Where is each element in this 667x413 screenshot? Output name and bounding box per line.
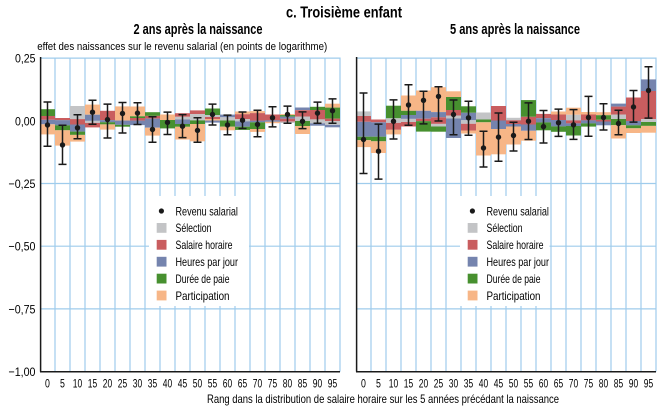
svg-text:35: 35 xyxy=(148,376,158,390)
svg-text:Durée de paie: Durée de paie xyxy=(176,273,230,286)
svg-text:80: 80 xyxy=(283,376,293,390)
svg-text:90: 90 xyxy=(313,376,323,390)
svg-text:50: 50 xyxy=(509,376,519,390)
svg-text:25: 25 xyxy=(118,376,128,390)
svg-text:−0,75: −0,75 xyxy=(9,302,36,316)
svg-text:0,00: 0,00 xyxy=(15,114,36,128)
svg-text:35: 35 xyxy=(464,376,474,390)
svg-text:−0,50: −0,50 xyxy=(9,240,36,254)
svg-text:effet des naissances sur le re: effet des naissances sur le revenu salar… xyxy=(37,41,327,53)
svg-text:15: 15 xyxy=(404,376,414,390)
svg-text:Salaire horaire: Salaire horaire xyxy=(487,239,544,252)
svg-text:Heures par jour: Heures par jour xyxy=(176,256,239,269)
svg-text:Participation: Participation xyxy=(176,290,230,303)
svg-text:75: 75 xyxy=(584,376,594,390)
svg-text:60: 60 xyxy=(539,376,549,390)
svg-text:40: 40 xyxy=(479,376,489,390)
svg-text:80: 80 xyxy=(599,376,609,390)
svg-text:65: 65 xyxy=(554,376,564,390)
svg-text:30: 30 xyxy=(133,376,143,390)
svg-text:Participation: Participation xyxy=(487,290,541,303)
svg-text:Salaire horaire: Salaire horaire xyxy=(176,239,233,252)
svg-text:5 ans après la naissance: 5 ans après la naissance xyxy=(450,22,580,38)
svg-text:25: 25 xyxy=(434,376,444,390)
svg-text:Rang dans la distribution de s: Rang dans la distribution de salaire hor… xyxy=(207,393,559,406)
svg-text:95: 95 xyxy=(644,376,654,390)
svg-text:5: 5 xyxy=(376,376,381,390)
svg-text:95: 95 xyxy=(328,376,338,390)
svg-text:65: 65 xyxy=(238,376,248,390)
svg-text:−1,00: −1,00 xyxy=(9,365,36,379)
svg-text:c. Troisième enfant: c. Troisième enfant xyxy=(286,5,402,22)
svg-text:10: 10 xyxy=(389,376,399,390)
svg-text:0: 0 xyxy=(361,376,366,390)
svg-text:Durée de paie: Durée de paie xyxy=(487,273,541,286)
svg-text:70: 70 xyxy=(253,376,263,390)
svg-text:45: 45 xyxy=(178,376,188,390)
svg-text:85: 85 xyxy=(298,376,308,390)
svg-text:55: 55 xyxy=(524,376,534,390)
svg-text:75: 75 xyxy=(268,376,278,390)
svg-text:0,25: 0,25 xyxy=(15,52,36,66)
svg-text:70: 70 xyxy=(569,376,579,390)
svg-text:45: 45 xyxy=(494,376,504,390)
svg-text:Heures par jour: Heures par jour xyxy=(487,256,550,269)
svg-text:−0,25: −0,25 xyxy=(9,177,36,191)
svg-text:10: 10 xyxy=(73,376,83,390)
svg-text:20: 20 xyxy=(419,376,429,390)
svg-text:Sélection: Sélection xyxy=(176,222,212,235)
svg-text:30: 30 xyxy=(449,376,459,390)
svg-text:Sélection: Sélection xyxy=(487,222,523,235)
svg-text:50: 50 xyxy=(193,376,203,390)
svg-text:55: 55 xyxy=(208,376,218,390)
svg-text:0: 0 xyxy=(45,376,50,390)
svg-text:90: 90 xyxy=(629,376,639,390)
svg-text:40: 40 xyxy=(163,376,173,390)
svg-text:20: 20 xyxy=(103,376,113,390)
svg-text:60: 60 xyxy=(223,376,233,390)
svg-text:85: 85 xyxy=(614,376,624,390)
svg-text:5: 5 xyxy=(60,376,65,390)
svg-text:Revenu salarial: Revenu salarial xyxy=(487,205,549,218)
svg-text:15: 15 xyxy=(88,376,98,390)
svg-text:Revenu salarial: Revenu salarial xyxy=(176,205,238,218)
svg-text:2 ans après la naissance: 2 ans après la naissance xyxy=(134,22,263,38)
